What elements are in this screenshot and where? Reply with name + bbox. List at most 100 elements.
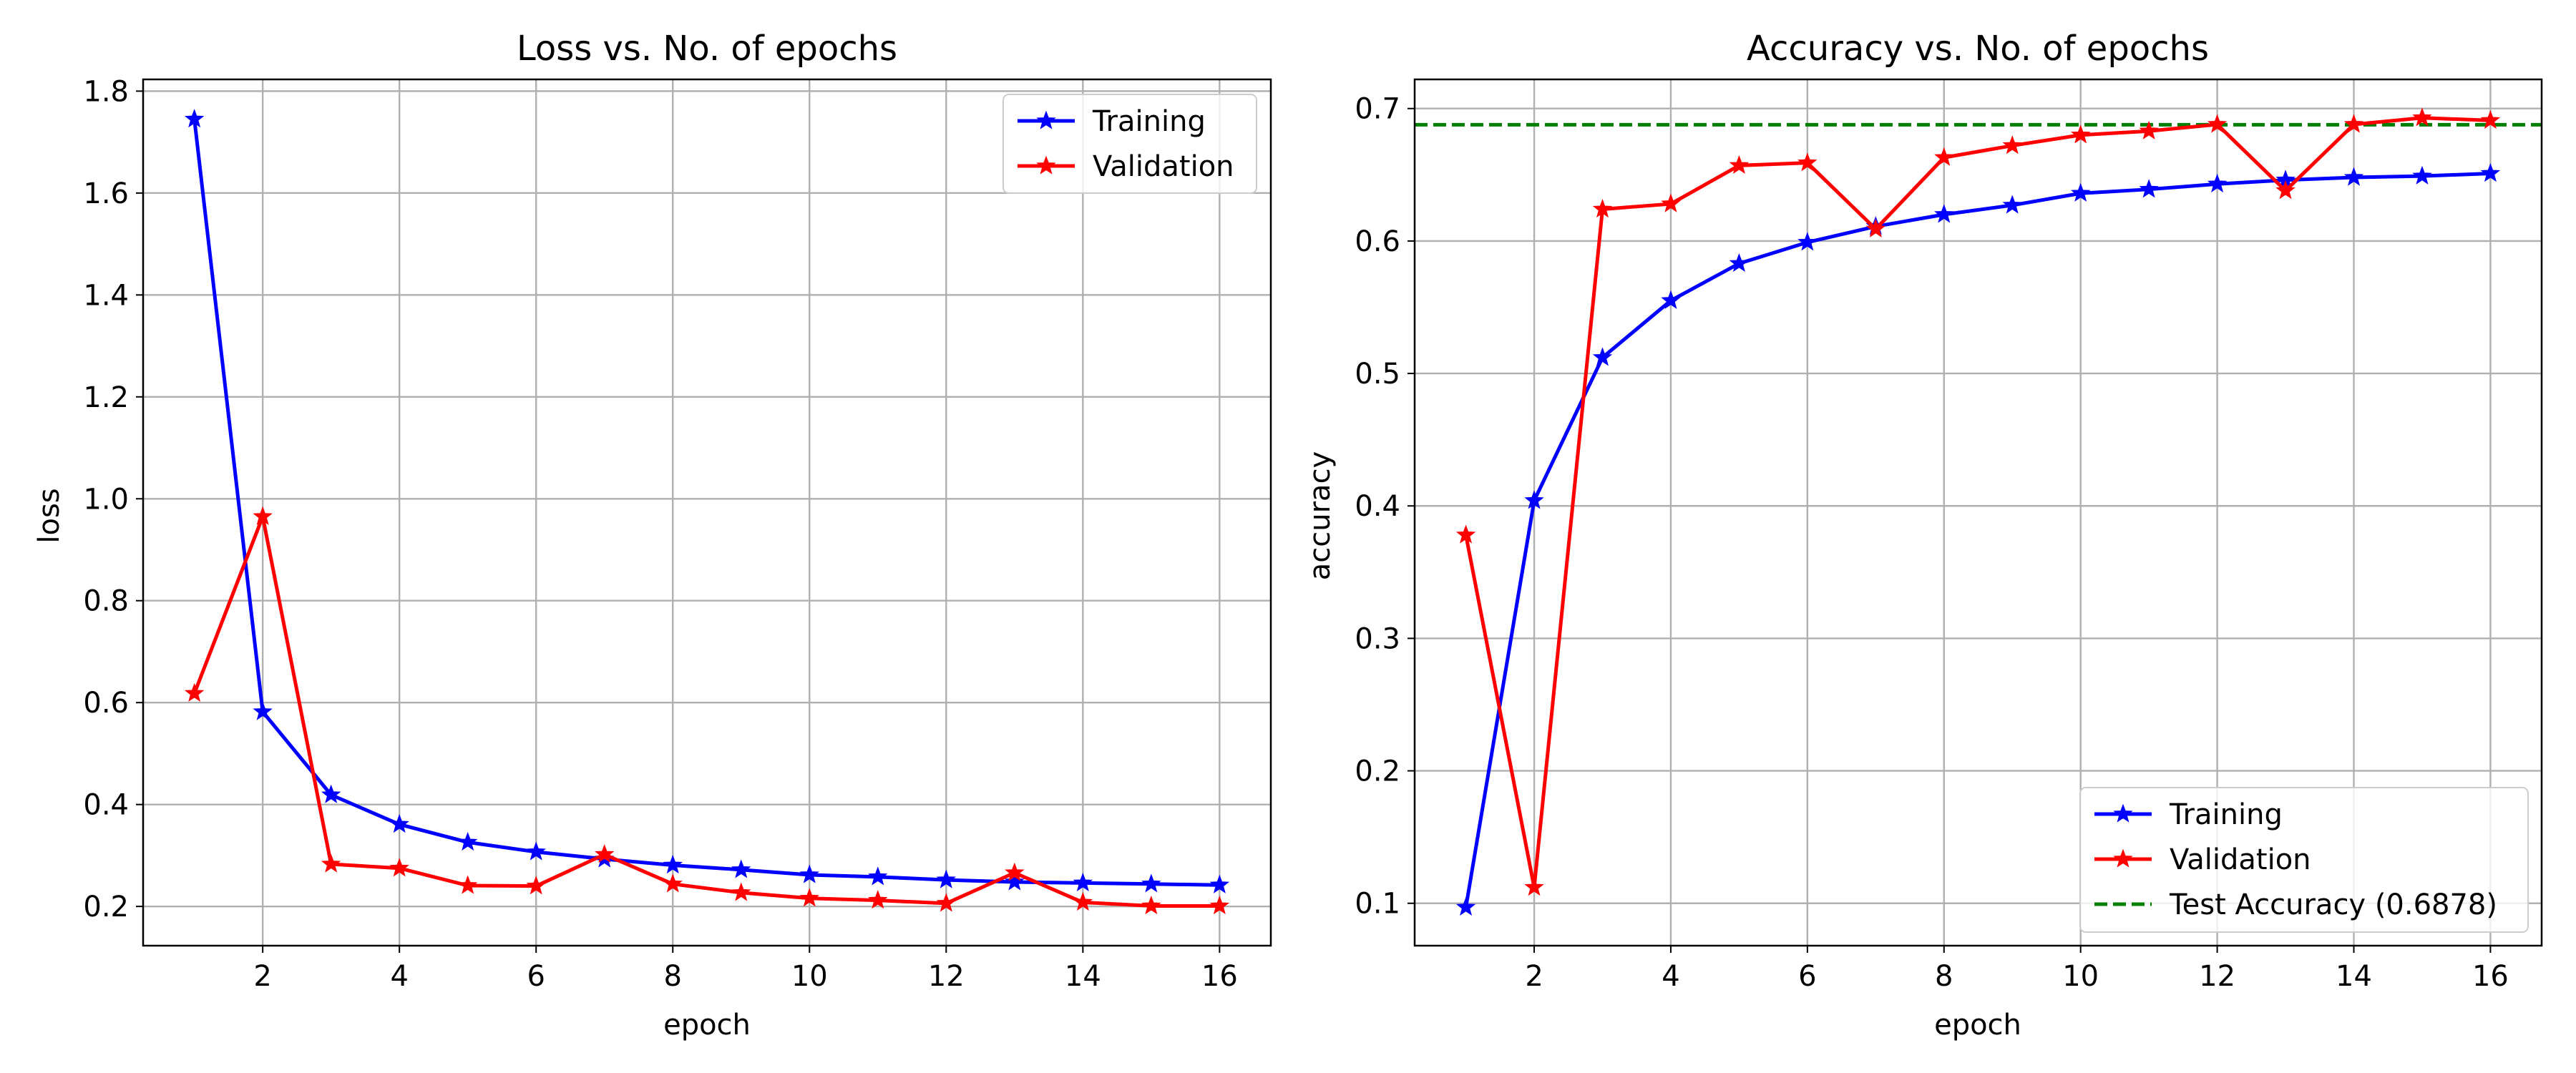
loss-training-point <box>731 859 751 878</box>
loss-training-point <box>868 866 888 886</box>
loss-training-point <box>184 109 205 128</box>
accuracy-y-tick-label: 0.5 <box>1355 358 1400 391</box>
loss-y-tick-label: 1.8 <box>83 75 129 108</box>
loss-x-tick-label: 2 <box>253 960 271 993</box>
accuracy-training-point <box>1455 896 1476 916</box>
accuracy-axes-frame <box>1413 78 2543 947</box>
loss-training-point <box>457 831 478 851</box>
loss-x-tick-label: 10 <box>791 960 828 993</box>
accuracy-training-point <box>2343 167 2364 186</box>
accuracy-y-tick-label: 0.3 <box>1355 622 1400 655</box>
accuracy-training-point <box>2207 173 2228 192</box>
loss-legend-marker-validation <box>1036 155 1056 175</box>
accuracy-validation-point <box>2207 114 2228 133</box>
accuracy-chart-title: Accuracy vs. No. of epochs <box>1747 29 2209 69</box>
accuracy-validation-point <box>2275 180 2296 200</box>
accuracy-validation-point <box>1455 524 1476 544</box>
accuracy-y-axis-label: accuracy <box>1304 451 1337 580</box>
loss-series-validation <box>184 506 1230 915</box>
loss-x-tick-label: 14 <box>1065 960 1101 993</box>
loss-training-point <box>526 841 546 861</box>
accuracy-validation-point <box>2480 109 2501 129</box>
accuracy-validation-point <box>1797 152 1818 172</box>
accuracy-legend-marker-validation <box>2113 848 2133 868</box>
loss-y-tick-label: 0.8 <box>83 585 129 618</box>
accuracy-validation-point <box>2002 135 2022 155</box>
accuracy-y-tick-label: 0.1 <box>1355 888 1400 921</box>
loss-validation-point <box>1209 896 1230 915</box>
accuracy-training-point <box>1661 290 1681 309</box>
loss-chart-title: Loss vs. No. of epochs <box>517 29 897 69</box>
accuracy-validation-point <box>2412 107 2432 127</box>
accuracy-legend-label-training: Training <box>2169 798 2283 831</box>
loss-y-tick-label: 0.4 <box>83 789 129 822</box>
accuracy-series-validation <box>1455 107 2501 896</box>
loss-training-point <box>253 701 273 720</box>
loss-validation-point <box>1005 862 1025 881</box>
accuracy-validation-point <box>1934 147 1954 166</box>
accuracy-training-point <box>1934 204 1954 223</box>
accuracy-validation-point <box>1729 155 1750 175</box>
accuracy-y-tick-label: 0.7 <box>1355 93 1400 126</box>
loss-axes-frame <box>142 78 1272 947</box>
accuracy-x-tick-label: 16 <box>2472 960 2509 993</box>
accuracy-x-tick-label: 8 <box>1935 960 1953 993</box>
loss-validation-point <box>457 875 478 894</box>
loss-x-tick-label: 6 <box>527 960 545 993</box>
accuracy-chart-panel: Accuracy vs. No. of epochs epoch accurac… <box>1304 29 2543 1042</box>
loss-y-tick-label: 1.0 <box>83 483 129 516</box>
accuracy-validation-point <box>1592 199 1613 218</box>
accuracy-training-point <box>1524 490 1544 509</box>
loss-validation-point <box>936 893 957 912</box>
accuracy-y-tick-label: 0.4 <box>1355 490 1400 523</box>
loss-legend-label-training: Training <box>1092 105 1206 138</box>
loss-y-tick-label: 1.2 <box>83 381 129 414</box>
accuracy-ticks: 2 4 6 8 10 12 14 16 0.1 0.2 0.3 0.4 0.5 0.6 0.7 <box>1355 93 2508 993</box>
accuracy-validation-point <box>1661 193 1681 212</box>
loss-legend-label-validation: Validation <box>1093 150 1234 183</box>
loss-validation-point <box>253 506 273 525</box>
loss-y-tick-label: 1.4 <box>83 279 129 312</box>
loss-x-tick-label: 8 <box>664 960 682 993</box>
accuracy-x-tick-label: 4 <box>1662 960 1679 993</box>
loss-validation-point <box>663 873 683 893</box>
accuracy-legend-marker-training <box>2113 803 2133 823</box>
loss-chart-panel: Loss vs. No. of epochs epoch loss 2 4 6 8 10… <box>33 29 1272 1042</box>
loss-training-point <box>936 869 957 888</box>
loss-validation-point <box>595 844 615 863</box>
loss-legend-marker-training <box>1036 110 1056 129</box>
loss-x-axis-label: epoch <box>663 1009 751 1042</box>
loss-validation-point <box>731 882 751 901</box>
accuracy-x-axis-label: epoch <box>1934 1009 2021 1042</box>
loss-validation-line <box>192 514 1220 908</box>
loss-training-point <box>389 814 409 833</box>
accuracy-legend-label-validation: Validation <box>2170 843 2311 876</box>
accuracy-training-point <box>1729 253 1750 273</box>
loss-training-point <box>1141 873 1161 893</box>
loss-training-point <box>799 864 819 883</box>
accuracy-legend-label-test-accuracy-0-6878: Test Accuracy (0.6878) <box>2169 888 2497 921</box>
loss-validation-point <box>321 853 341 873</box>
loss-training-point <box>1073 872 1093 892</box>
accuracy-y-tick-label: 0.2 <box>1355 755 1400 788</box>
loss-validation-point <box>184 682 205 702</box>
accuracy-y-tick-label: 0.6 <box>1355 225 1400 258</box>
loss-y-axis-label: loss <box>33 488 66 543</box>
accuracy-training-point <box>2139 179 2159 198</box>
accuracy-training-point <box>2480 163 2501 182</box>
loss-legend: Training Validation <box>1002 94 1257 194</box>
accuracy-legend-box <box>2079 787 2529 933</box>
accuracy-training-point <box>2070 182 2091 202</box>
loss-y-tick-label: 1.6 <box>83 177 129 210</box>
accuracy-x-tick-label: 2 <box>1525 960 1543 993</box>
accuracy-x-tick-label: 6 <box>1798 960 1816 993</box>
loss-training-point <box>1209 874 1230 893</box>
accuracy-training-point <box>1592 347 1613 366</box>
accuracy-training-line <box>1464 171 2491 908</box>
accuracy-training-point <box>1797 232 1818 251</box>
accuracy-grid <box>1415 79 2542 946</box>
loss-validation-point <box>1073 892 1093 911</box>
loss-y-tick-label: 0.2 <box>83 891 129 923</box>
loss-validation-point <box>1141 896 1161 915</box>
